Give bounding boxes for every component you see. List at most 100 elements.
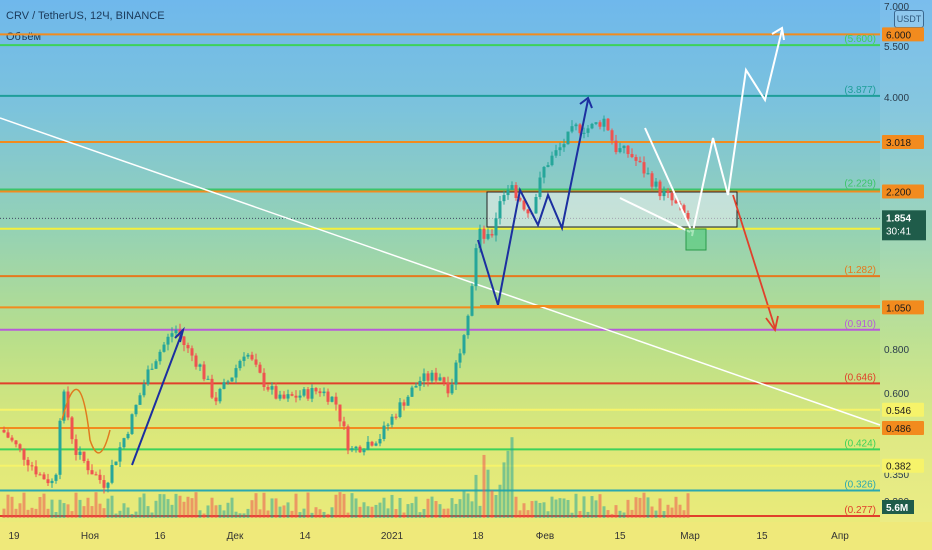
candle-body bbox=[274, 386, 278, 399]
candle-body bbox=[542, 166, 546, 178]
volume-bar bbox=[666, 504, 670, 518]
candle-body bbox=[514, 185, 518, 199]
candle-body bbox=[626, 145, 630, 155]
white-arrow-head bbox=[771, 26, 785, 41]
candle-body bbox=[622, 145, 626, 149]
time-tick-label: Дек bbox=[227, 531, 244, 542]
volume-bar bbox=[46, 508, 50, 518]
volume-bar bbox=[378, 502, 382, 518]
volume-bar bbox=[354, 498, 358, 518]
candle-body bbox=[290, 394, 294, 396]
volume-bar bbox=[530, 501, 534, 518]
volume-bar bbox=[294, 493, 298, 518]
volume-bar bbox=[570, 512, 574, 518]
candle-body bbox=[142, 384, 146, 396]
volume-bar bbox=[574, 493, 578, 518]
currency-badge[interactable]: USDT bbox=[894, 10, 924, 28]
volume-bar bbox=[358, 506, 362, 518]
candle-body bbox=[638, 160, 642, 163]
volume-bar bbox=[434, 501, 438, 518]
level-fib-label: (0.424) bbox=[844, 438, 876, 449]
level-fib-label: (3.877) bbox=[844, 85, 876, 96]
level-badge-label: 0.546 bbox=[886, 406, 911, 417]
volume-bar bbox=[346, 512, 350, 518]
candle-body bbox=[18, 444, 22, 449]
candle-body bbox=[102, 480, 106, 488]
volume-bar bbox=[190, 498, 194, 518]
price-tick-label: 0.350 bbox=[884, 470, 909, 481]
candle-body bbox=[278, 394, 282, 399]
candle-body bbox=[394, 416, 398, 418]
volume-bar bbox=[242, 513, 246, 518]
candle-body bbox=[266, 386, 270, 390]
volume-bar bbox=[14, 508, 18, 518]
candle-body bbox=[74, 439, 78, 455]
volume-bar bbox=[362, 502, 366, 518]
volume-bar bbox=[170, 504, 174, 518]
candle-body bbox=[282, 394, 286, 399]
candle-body bbox=[38, 474, 42, 476]
volume-bar bbox=[382, 497, 386, 518]
candle-body bbox=[374, 443, 378, 446]
volume-bar bbox=[310, 512, 314, 518]
volume-bar bbox=[226, 502, 230, 518]
volume-bar bbox=[586, 511, 590, 518]
candle-body bbox=[358, 446, 362, 453]
volume-bar bbox=[206, 505, 210, 518]
volume-bar bbox=[682, 510, 686, 518]
candle-body bbox=[398, 402, 402, 417]
volume-bar bbox=[142, 493, 146, 518]
symbol-title[interactable]: CRV / TetherUS, 12Ч, BINANCE bbox=[6, 10, 165, 22]
candle-body bbox=[86, 461, 90, 471]
candle-body bbox=[302, 389, 306, 396]
candle-body bbox=[134, 404, 138, 415]
volume-bar bbox=[554, 499, 558, 518]
volume-bar bbox=[246, 508, 250, 518]
candle-body bbox=[538, 177, 542, 197]
time-tick-label: 15 bbox=[756, 531, 768, 542]
candle-body bbox=[94, 474, 98, 476]
volume-bar bbox=[502, 462, 506, 518]
candle-body bbox=[482, 228, 486, 239]
volume-bar bbox=[66, 504, 70, 518]
volume-bar bbox=[678, 504, 682, 518]
candle-body bbox=[406, 396, 410, 406]
candle-body bbox=[90, 470, 94, 475]
level-fib-label: (5.600) bbox=[844, 34, 876, 45]
volume-bar bbox=[442, 508, 446, 518]
volume-bar bbox=[402, 512, 406, 518]
volume-bar bbox=[214, 505, 218, 518]
candle-body bbox=[270, 386, 274, 390]
candle-body bbox=[378, 438, 382, 444]
red-arrow-head bbox=[765, 315, 779, 333]
candle-body bbox=[238, 360, 242, 369]
candle-body bbox=[410, 387, 414, 397]
candle-body bbox=[194, 355, 198, 367]
volume-bar bbox=[98, 503, 102, 518]
volume-bar bbox=[546, 511, 550, 518]
candle-body bbox=[682, 205, 686, 213]
candle-body bbox=[446, 382, 450, 394]
volume-bar bbox=[686, 493, 690, 518]
white-channel-top bbox=[644, 127, 693, 233]
candle-body bbox=[254, 359, 258, 365]
volume-bar bbox=[614, 505, 618, 518]
candle-body bbox=[78, 451, 82, 455]
time-tick-label: 18 bbox=[472, 531, 484, 542]
candle-body bbox=[186, 345, 190, 349]
volume-bar bbox=[306, 492, 310, 518]
volume-bar bbox=[494, 495, 498, 518]
volume-bar bbox=[62, 503, 66, 518]
candle-body bbox=[66, 391, 70, 418]
volume-bar bbox=[158, 494, 162, 518]
candle-body bbox=[190, 348, 194, 356]
candle-body bbox=[430, 372, 434, 381]
price-tick-label: 5.500 bbox=[884, 42, 909, 53]
level-fib-label: (1.282) bbox=[844, 265, 876, 276]
candle-body bbox=[650, 173, 654, 187]
volume-bar bbox=[670, 507, 674, 518]
candle-body bbox=[494, 218, 498, 236]
white-channel-bottom bbox=[619, 197, 691, 233]
volume-bar bbox=[522, 503, 526, 518]
